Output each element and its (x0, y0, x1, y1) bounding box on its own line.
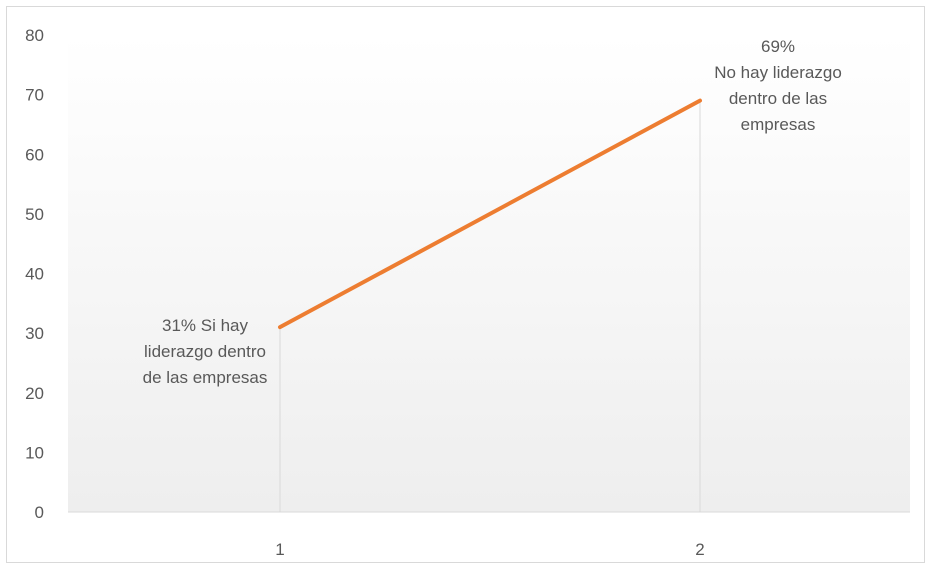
y-tick-label: 60 (25, 145, 44, 164)
plot-area (68, 35, 910, 512)
data-label-line: dentro de las (729, 89, 827, 108)
data-label-line: No hay liderazgo (714, 63, 842, 82)
data-label-line: 31% Si hay (162, 316, 248, 335)
x-tick-label: 2 (695, 540, 704, 559)
y-tick-label: 10 (25, 443, 44, 462)
data-label-line: liderazgo dentro (144, 342, 266, 361)
y-tick-label: 40 (25, 265, 44, 284)
data-label-line: empresas (741, 115, 816, 134)
y-tick-label: 0 (35, 503, 44, 522)
data-label-line: de las empresas (143, 368, 268, 387)
data-label-line: 69% (761, 37, 795, 56)
y-tick-label: 50 (25, 205, 44, 224)
y-tick-label: 80 (25, 26, 44, 45)
series-line (278, 98, 702, 330)
data-label: 31% Si hay liderazgo dentro de las empresa… (143, 316, 268, 387)
data-label: 69% No hay liderazgo dentro de las empresas (714, 37, 842, 134)
y-tick-label: 30 (25, 324, 44, 343)
y-tick-label: 70 (25, 86, 44, 105)
y-tick-label: 20 (25, 384, 44, 403)
x-tick-label: 1 (275, 540, 284, 559)
